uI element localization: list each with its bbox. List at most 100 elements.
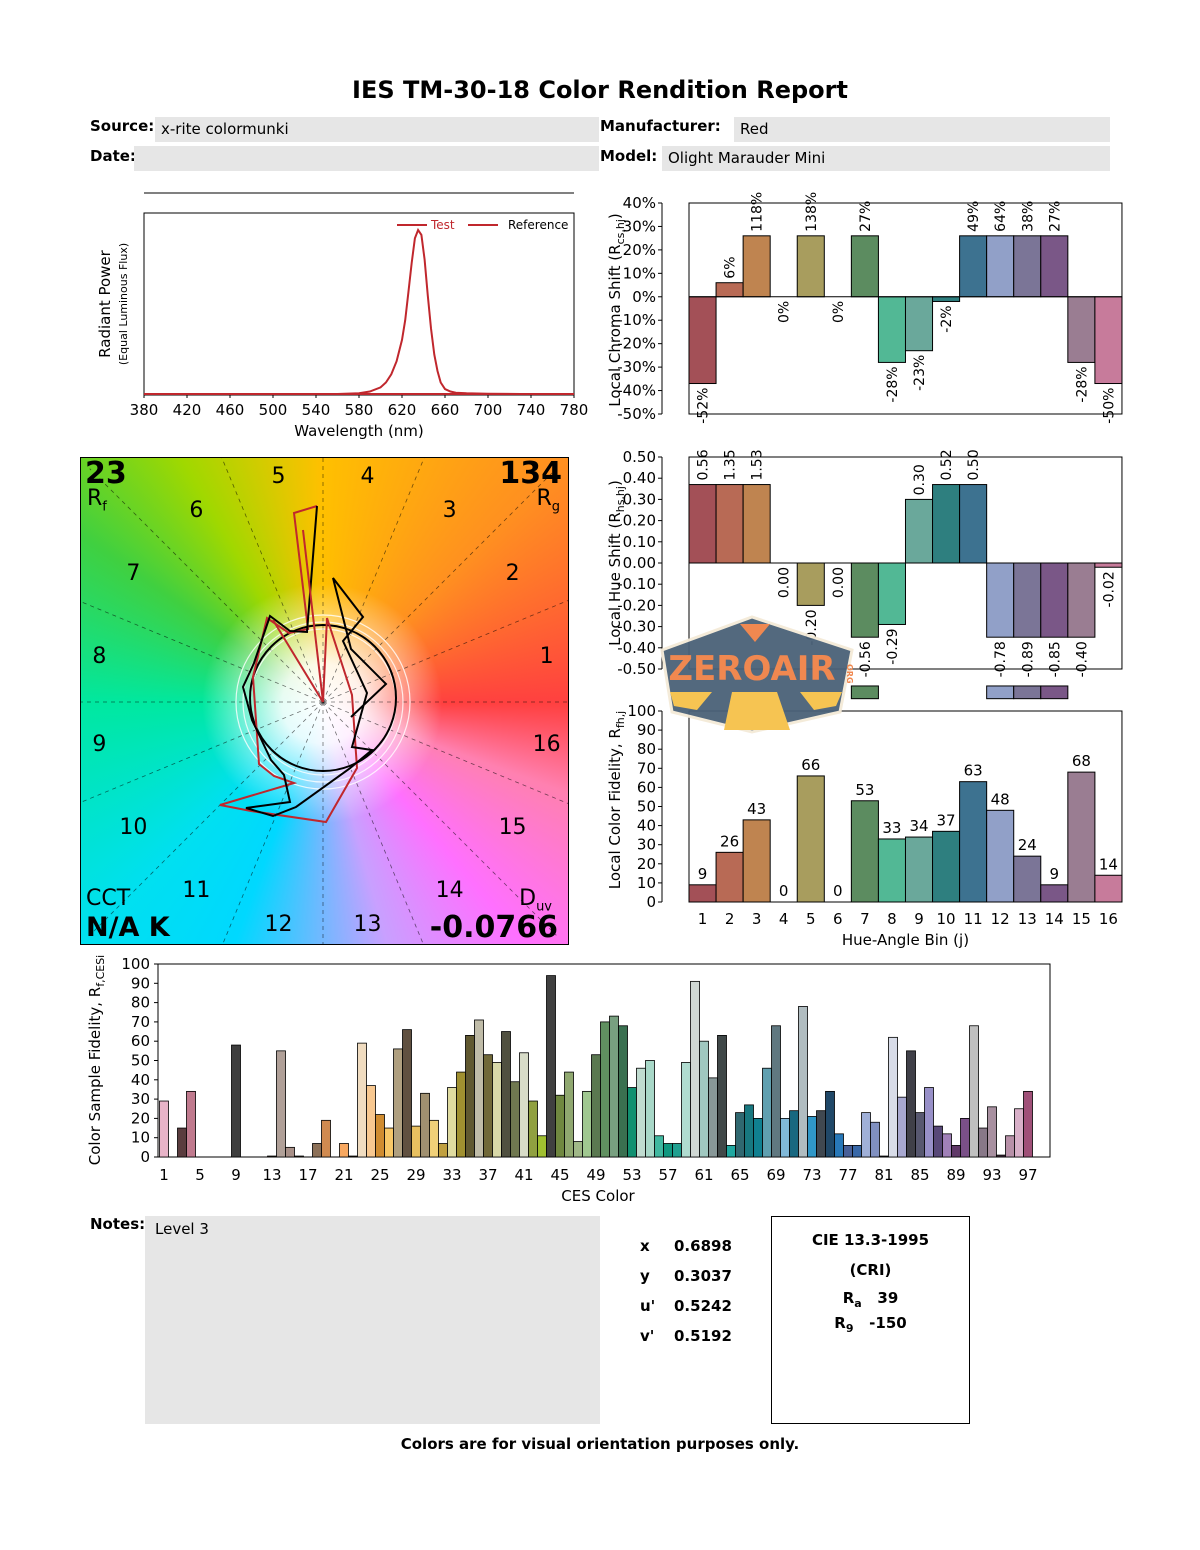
notes-box: Level 3 (145, 1216, 600, 1424)
hue-data-label: 1.35 (723, 449, 739, 480)
ces-bar (1005, 1135, 1015, 1158)
ces-bar (663, 1143, 673, 1158)
chroma-bar (1094, 296, 1123, 385)
hue-bar (959, 484, 988, 564)
fidelity-xtick-label: 6 (833, 910, 843, 928)
rg-label-text: R (536, 486, 552, 511)
ces-xtick-label: 89 (946, 1166, 965, 1184)
ces-bar (753, 1117, 763, 1158)
cri-box: CIE 13.3-1995 (CRI) Ra 39 R9 -150 (771, 1216, 970, 1424)
hue-bin-label: 9 (92, 732, 107, 758)
chroma-data-label: 27% (1047, 201, 1063, 232)
fidelity-bar (742, 819, 771, 903)
zeroair-watermark: ZEROAIR ORG (660, 615, 854, 734)
hue-bar-overflow (1040, 685, 1069, 700)
hue-bar-overflow (986, 685, 1015, 700)
chroma-bar (715, 282, 744, 298)
test-vectors (241, 505, 388, 818)
ces-ytick-label: 0 (140, 1148, 150, 1166)
hue-bin-label: 5 (271, 464, 286, 490)
hue-bin-label: 6 (189, 498, 204, 524)
ces-bar (645, 1060, 655, 1158)
notes-label: Notes: (90, 1215, 146, 1233)
hue-bin-label: 7 (126, 561, 141, 587)
chroma-data-label: -52% (696, 388, 712, 424)
ces-bar (672, 1143, 682, 1158)
v-prime-label: v' (640, 1327, 655, 1345)
chroma-data-label: 27% (858, 201, 874, 232)
ces-bar (357, 1042, 367, 1158)
ra-label: R (842, 1289, 855, 1307)
chroma-bar (742, 235, 771, 298)
fidelity-xlabel: Hue-Angle Bin (j) (842, 931, 969, 949)
chromaticity-row-x: x 0.6898 (640, 1236, 732, 1266)
ces-xtick-label: 45 (550, 1166, 569, 1184)
rf-value: 23 (85, 457, 127, 491)
ces-xtick-label: 85 (910, 1166, 929, 1184)
ces-bar (465, 1035, 475, 1158)
ces-bar (519, 1052, 529, 1158)
ces-bar (411, 1125, 421, 1158)
ytick-label: -40% (617, 382, 656, 400)
ytick-label: -20% (617, 335, 656, 353)
chroma-bar (877, 296, 906, 363)
ytick-label: 20 (637, 855, 656, 873)
ces-bar (987, 1106, 997, 1158)
ces-bar (699, 1040, 709, 1158)
r9-label: R (834, 1314, 846, 1332)
ces-xtick-label: 61 (694, 1166, 713, 1184)
spectrum-xtick-label: 460 (216, 401, 245, 419)
hue-bar (688, 484, 717, 564)
ces-bar (789, 1110, 799, 1158)
hue-bar (904, 498, 934, 564)
ces-bar (420, 1092, 430, 1158)
fidelity-data-label: 0 (833, 882, 843, 900)
ytick-label: 50 (637, 798, 656, 816)
chroma-data-label: -2% (939, 305, 955, 332)
ces-bar (636, 1067, 646, 1158)
ytick-label: 10% (623, 264, 656, 282)
hue-data-label: 0.56 (696, 449, 712, 480)
ces-bar (807, 1116, 817, 1158)
watermark-ray-left (670, 692, 712, 710)
source-field: x-rite colormunki (155, 117, 599, 142)
rg-value: 134 (499, 457, 562, 491)
fidelity-bar (1040, 884, 1069, 903)
fidelity-data-label: 63 (964, 762, 983, 780)
fidelity-data-label: 53 (855, 781, 874, 799)
chroma-data-label: 0% (777, 301, 793, 323)
chroma-bar (796, 235, 825, 298)
fidelity-bar (986, 809, 1015, 903)
ces-bar (321, 1119, 331, 1158)
hue-data-label: -0.56 (858, 641, 874, 677)
spectrum-xtick-label: 620 (388, 401, 417, 419)
fidelity-xtick-label: 7 (860, 910, 870, 928)
model-field: Olight Marauder Mini (662, 146, 1110, 171)
fidelity-bar (904, 836, 934, 903)
reference-circle (249, 624, 397, 772)
cri-r9: R9 -150 (772, 1314, 969, 1335)
fidelity-xtick-label: 15 (1072, 910, 1091, 928)
chroma-bar (932, 296, 961, 302)
fidelity-data-label: 68 (1072, 752, 1091, 770)
ces-bar (924, 1087, 934, 1158)
notes-value: Level 3 (155, 1220, 209, 1238)
hue-bar (986, 562, 1015, 638)
watermark-ray-right (800, 692, 842, 710)
spectrum-ylabel: Radiant Power (96, 249, 114, 358)
spectrum-ylabel2: (Equal Luminous Flux) (117, 243, 130, 365)
ytick-label: 0 (646, 893, 656, 911)
fidelity-data-label: 9 (1050, 865, 1060, 883)
ces-bar (231, 1044, 241, 1158)
ces-bar (762, 1067, 772, 1158)
ces-bar (1014, 1108, 1024, 1158)
ces-bar (888, 1036, 898, 1158)
watermark-text: ZEROAIR (668, 649, 835, 689)
fidelity-data-label: 43 (747, 800, 766, 818)
ces-bar (285, 1146, 295, 1158)
hue-bar (1013, 562, 1042, 638)
x-label: x (640, 1237, 650, 1255)
x-value: 0.6898 (674, 1237, 732, 1255)
ces-bar (681, 1062, 691, 1158)
ytick-label: 0% (632, 288, 656, 306)
